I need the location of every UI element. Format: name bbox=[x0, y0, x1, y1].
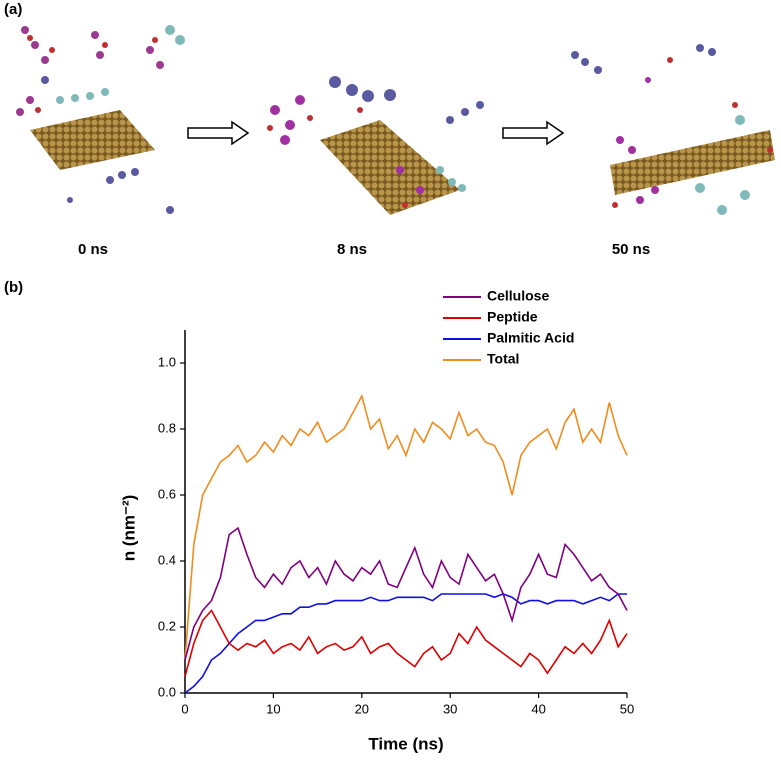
graphene-sheet bbox=[320, 120, 460, 215]
snapshot-50ns bbox=[571, 44, 775, 215]
palmitic bbox=[436, 166, 466, 192]
snapshot-label: 8 ns bbox=[337, 241, 367, 258]
series-line bbox=[184, 609, 628, 677]
legend-label: Palmitic Acid bbox=[487, 330, 574, 346]
palmitic bbox=[56, 25, 185, 104]
snapshot-8ns bbox=[267, 76, 484, 215]
y-tick-label: 1.0 bbox=[158, 354, 176, 369]
x-tick-label: 50 bbox=[620, 701, 634, 716]
arrow bbox=[187, 120, 250, 146]
x-tick-label: 30 bbox=[443, 701, 457, 716]
peptide bbox=[27, 35, 158, 113]
x-tick-label: 40 bbox=[531, 701, 545, 716]
graphene-sheet bbox=[610, 130, 775, 195]
x-tick-label: 10 bbox=[266, 701, 280, 716]
peptide-blue bbox=[571, 44, 716, 74]
cellulose bbox=[16, 26, 164, 116]
graphene-sheet bbox=[30, 110, 155, 170]
panel-label: (b) bbox=[4, 279, 23, 296]
y-tick-label: 0.4 bbox=[158, 552, 176, 567]
snapshot-0ns bbox=[16, 25, 185, 214]
y-tick-label: 0.8 bbox=[158, 420, 176, 435]
series-line bbox=[184, 593, 627, 694]
peptide bbox=[267, 107, 408, 208]
x-tick-label: 0 bbox=[181, 701, 188, 716]
peptide-blue bbox=[329, 76, 484, 124]
peptide bbox=[612, 57, 773, 208]
y-tick-label: 0.6 bbox=[158, 486, 176, 501]
y-axis-title: n (nm⁻²) bbox=[119, 495, 138, 562]
snapshot-label: 50 ns bbox=[612, 241, 650, 258]
series-line bbox=[184, 393, 628, 661]
snapshot-label: 0 ns bbox=[78, 241, 108, 258]
x-tick-label: 20 bbox=[355, 701, 369, 716]
arrow bbox=[502, 120, 565, 146]
y-tick-label: 0.0 bbox=[158, 684, 176, 699]
x-axis-title: Time (ns) bbox=[368, 734, 443, 753]
legend-label: Peptide bbox=[487, 309, 538, 325]
peptide-blue bbox=[41, 76, 174, 214]
legend-label: Total bbox=[487, 351, 519, 367]
y-tick-label: 0.2 bbox=[158, 618, 176, 633]
panel-label: (a) bbox=[4, 1, 22, 18]
series-line bbox=[184, 526, 628, 661]
legend-label: Cellulose bbox=[487, 288, 549, 304]
cellulose bbox=[270, 95, 424, 194]
palmitic bbox=[695, 115, 750, 215]
cellulose bbox=[616, 77, 659, 204]
